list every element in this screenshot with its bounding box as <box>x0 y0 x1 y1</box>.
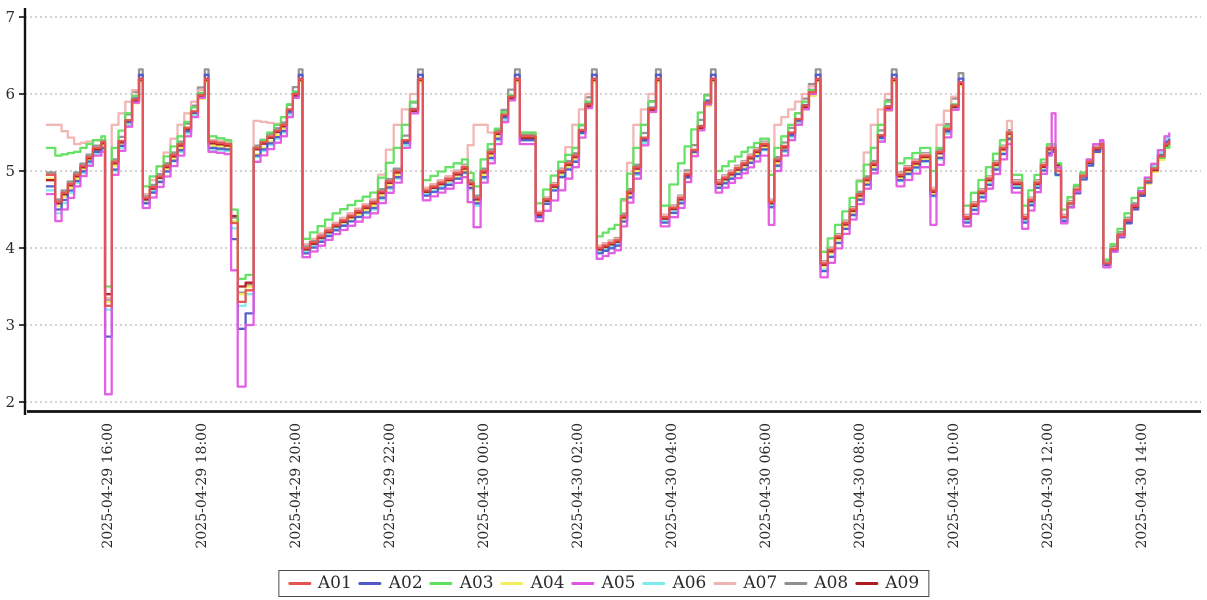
x-tick-label: 2025-04-30 04:00 <box>664 423 680 549</box>
x-tick-label: 2025-04-30 00:00 <box>476 423 492 549</box>
series-line-A04 <box>45 81 1171 304</box>
y-tick-label: 7 <box>5 8 15 26</box>
y-tick-label: 4 <box>5 239 15 257</box>
legend-label: A06 <box>672 573 707 593</box>
legend-label: A07 <box>743 573 778 593</box>
legend-label: A08 <box>814 573 849 593</box>
x-tick-label: 2025-04-30 12:00 <box>1040 423 1056 549</box>
legend-swatch-a01 <box>287 581 311 585</box>
legend-item-a03: A03 <box>429 573 494 593</box>
legend-label: A02 <box>388 573 423 593</box>
series-line-A02 <box>45 73 1171 338</box>
x-tick-label: 2025-04-29 18:00 <box>194 423 210 549</box>
legend-swatch-a03 <box>429 581 453 585</box>
series-line-A06 <box>45 77 1171 311</box>
x-tick-label: 2025-04-29 20:00 <box>288 423 304 549</box>
y-tick-label: 2 <box>5 393 15 411</box>
legend-swatch-a08 <box>784 581 808 585</box>
legend-swatch-a05 <box>571 581 595 585</box>
legend-label: A03 <box>459 573 494 593</box>
x-tick-label: 2025-04-30 08:00 <box>852 423 868 549</box>
x-tick-label: 2025-04-30 06:00 <box>758 423 774 549</box>
legend-item-a06: A06 <box>642 573 706 593</box>
x-tick-label: 2025-04-29 22:00 <box>382 423 398 549</box>
legend-swatch-a04 <box>500 581 524 585</box>
y-tick-label: 3 <box>5 316 15 334</box>
series-line-A07 <box>45 77 1171 304</box>
legend-item-a08: A08 <box>784 573 848 593</box>
legend-item-a02: A02 <box>358 573 423 593</box>
legend-item-a05: A05 <box>571 573 636 593</box>
series-line-A01 <box>45 77 1171 307</box>
legend-item-a01: A01 <box>287 573 352 593</box>
series-line-A05 <box>45 77 1171 396</box>
legend-swatch-a07 <box>713 581 737 585</box>
legend-label: A04 <box>530 573 565 593</box>
x-tick-label: 2025-04-30 02:00 <box>570 423 586 549</box>
legend-item-a07: A07 <box>713 573 777 593</box>
y-tick-label: 6 <box>5 85 15 103</box>
legend-label: A09 <box>885 573 920 593</box>
legend-item-a09: A09 <box>855 573 919 593</box>
legend-swatch-a02 <box>358 581 382 585</box>
legend-swatch-a06 <box>642 581 666 585</box>
x-tick-label: 2025-04-30 14:00 <box>1134 423 1150 549</box>
series-line-A08 <box>45 68 1171 302</box>
x-tick-label: 2025-04-29 16:00 <box>100 423 116 549</box>
legend-item-a04: A04 <box>500 573 565 593</box>
y-tick-label: 5 <box>5 162 15 180</box>
legend-label: A05 <box>601 573 636 593</box>
legend-label: A01 <box>317 573 352 593</box>
series-line-A09 <box>45 78 1171 296</box>
x-tick-label: 2025-04-30 10:00 <box>946 423 962 549</box>
legend-swatch-a09 <box>855 581 879 585</box>
chart-legend: A01 A02 A03 A04 A05 A06 A07 A08 A09 <box>277 570 930 597</box>
